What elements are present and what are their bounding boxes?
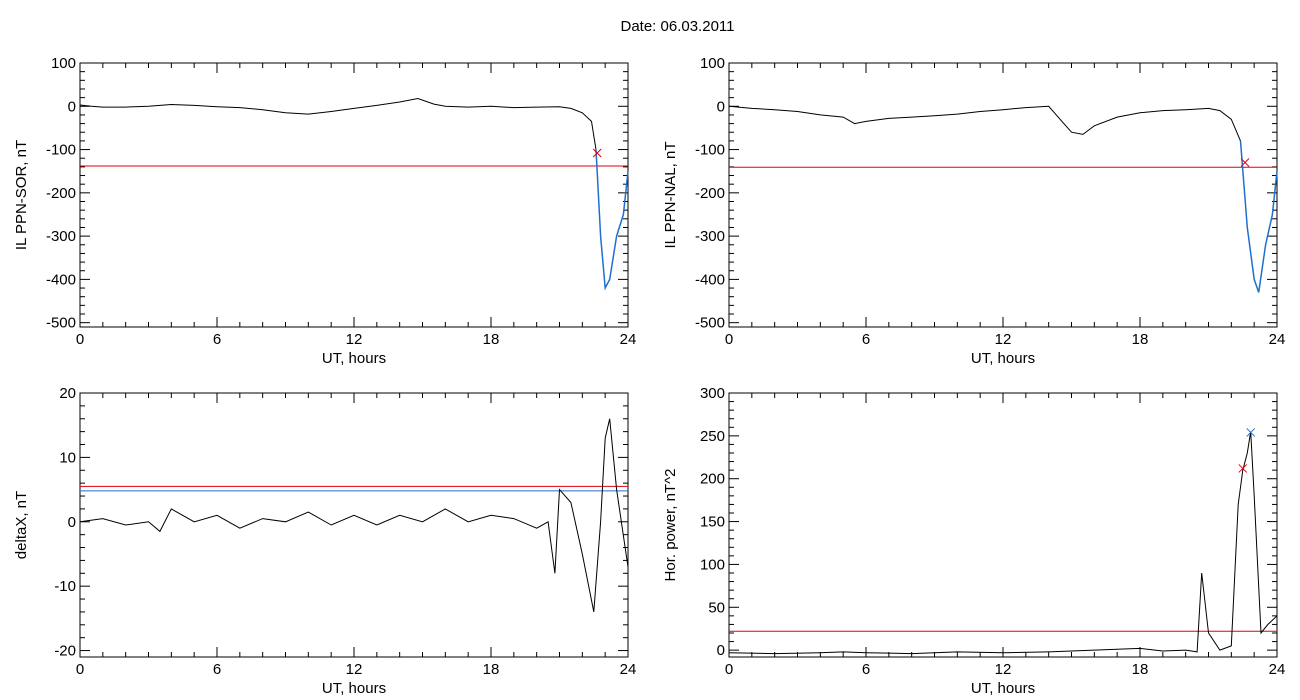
x-tick-label: 6: [213, 661, 221, 678]
x-axis-label: UT, hours: [971, 680, 1035, 697]
y-tick-label: -500: [46, 315, 76, 332]
x-tick-label: 0: [76, 661, 84, 678]
plot-frame: [79, 62, 629, 328]
plot-frame: [79, 392, 629, 658]
plot-frame: [728, 392, 1278, 658]
x-tick-label: 24: [620, 331, 637, 348]
chart-panel-2: 0 6 12 18 24 -500 -400 -300 -200 -100 0 100 UT, hour…: [662, 55, 1285, 367]
x-tick-label: 0: [76, 331, 84, 348]
x-axis-label: UT, hours: [322, 350, 386, 367]
chart-panel-3: 0 6 12 18 24 -20 -10 0 10 20 UT, hours deltaX, nT: [13, 385, 636, 697]
y-tick-label: -300: [46, 228, 76, 245]
x-tick-label: 24: [620, 661, 637, 678]
y-tick-label: 300: [700, 385, 725, 402]
y-tick-label: -200: [695, 185, 725, 202]
y-tick-label: 100: [51, 55, 76, 72]
event-marker: [1238, 464, 1248, 473]
series-line-1: [728, 105, 1241, 142]
plot-frame: [728, 62, 1278, 328]
x-tick-label: 12: [346, 331, 363, 348]
event-marker: [1246, 428, 1256, 437]
marker-stroke: [592, 148, 602, 158]
y-axis-label: IL PPN-NAL, nT: [662, 142, 679, 249]
y-tick-label: 0: [68, 514, 76, 531]
y-tick-label: -20: [54, 643, 76, 660]
marker-stroke: [1238, 464, 1248, 473]
y-tick-label: -100: [695, 142, 725, 159]
y-axis-label: Hor. power, nT^2: [662, 469, 679, 582]
x-tick-label: 0: [725, 661, 733, 678]
series-line-1: [79, 418, 629, 612]
y-tick-label: -10: [54, 578, 76, 595]
marker-stroke: [1246, 428, 1256, 437]
x-tick-label: 0: [725, 331, 733, 348]
y-axis-label: deltaX, nT: [13, 491, 30, 559]
y-tick-label: -400: [695, 271, 725, 288]
y-tick-label: 200: [700, 471, 725, 488]
y-tick-label: 100: [700, 55, 725, 72]
x-tick-label: 24: [1269, 661, 1286, 678]
y-tick-label: 50: [708, 599, 725, 616]
series-line-2: [595, 149, 629, 291]
series-line-2: [1239, 140, 1278, 293]
page-title: Date: 06.03.2011: [620, 18, 735, 35]
chart-panel-1: 0 6 12 18 24 -500 -400 -300 -200 -100 0 100 UT, hour…: [13, 55, 636, 367]
event-marker: [592, 148, 602, 158]
x-tick-label: 18: [1132, 331, 1149, 348]
y-tick-label: 100: [700, 556, 725, 573]
y-tick-label: 0: [717, 98, 725, 115]
x-tick-label: 12: [346, 661, 363, 678]
y-tick-label: 250: [700, 428, 725, 445]
y-tick-label: 20: [59, 385, 76, 402]
series-line-1: [79, 97, 597, 150]
marker-stroke: [1240, 158, 1250, 167]
y-tick-label: -300: [695, 228, 725, 245]
y-tick-label: 150: [700, 514, 725, 531]
x-tick-label: 6: [862, 331, 870, 348]
series-line-1: [728, 431, 1278, 655]
x-axis-label: UT, hours: [322, 680, 386, 697]
chart-panel-4: 0 6 12 18 24 0 50 100 150 200 250 300 UT, hours Hor. …: [662, 385, 1285, 697]
y-tick-label: -100: [46, 142, 76, 159]
x-axis-label: UT, hours: [971, 350, 1035, 367]
x-tick-label: 12: [995, 661, 1012, 678]
y-tick-label: -200: [46, 185, 76, 202]
y-tick-label: 0: [717, 642, 725, 659]
x-tick-label: 18: [483, 661, 500, 678]
y-axis-label: IL PPN-SOR, nT: [13, 140, 30, 250]
x-tick-label: 24: [1269, 331, 1286, 348]
x-tick-label: 12: [995, 331, 1012, 348]
x-tick-label: 6: [862, 661, 870, 678]
x-tick-label: 18: [483, 331, 500, 348]
x-tick-label: 18: [1132, 661, 1149, 678]
y-tick-label: 0: [68, 98, 76, 115]
y-tick-label: 10: [59, 449, 76, 466]
y-tick-label: -400: [46, 271, 76, 288]
event-marker: [1240, 158, 1250, 167]
x-tick-label: 6: [213, 331, 221, 348]
y-tick-label: -500: [695, 315, 725, 332]
